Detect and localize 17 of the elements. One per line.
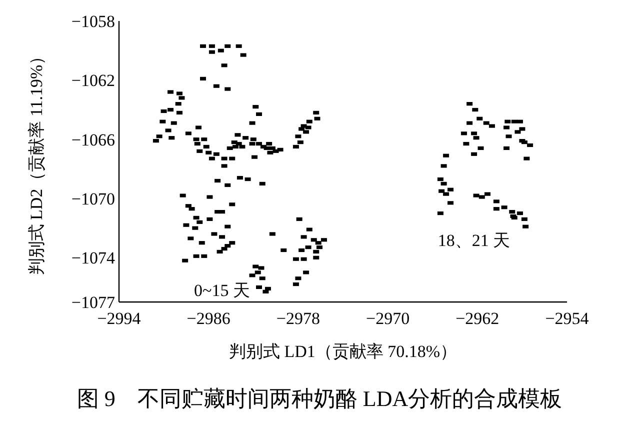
x-axis-title: 判别式 LD1（贡献率 70.18%） [228, 342, 458, 361]
y-tick-label: −1062 [71, 71, 115, 90]
x-tick-label: −2994 [97, 309, 142, 328]
y-tick-label: −1066 [71, 130, 115, 150]
x-tick-label: −2962 [456, 309, 500, 328]
annotation: 0~15 天 [194, 280, 250, 300]
y-axis-title: 判别式 LD2（贡献率 11.19%） [27, 48, 46, 276]
y-tick-label: −1058 [71, 12, 115, 31]
x-tick-label: −2970 [366, 309, 410, 328]
x-tick-label: −2978 [276, 309, 320, 328]
y-tick-label: −1077 [71, 292, 116, 312]
text: 图 9 不同贮藏时间两种奶酪 LDA分析的合成模板 [76, 386, 562, 411]
x-tick-label: −2986 [186, 309, 230, 328]
y-tick-label: −1070 [71, 189, 115, 208]
x-tick-label: −2954 [545, 309, 590, 328]
y-tick-label: −1074 [71, 248, 116, 268]
annotation: 18、21 天 [438, 230, 510, 250]
